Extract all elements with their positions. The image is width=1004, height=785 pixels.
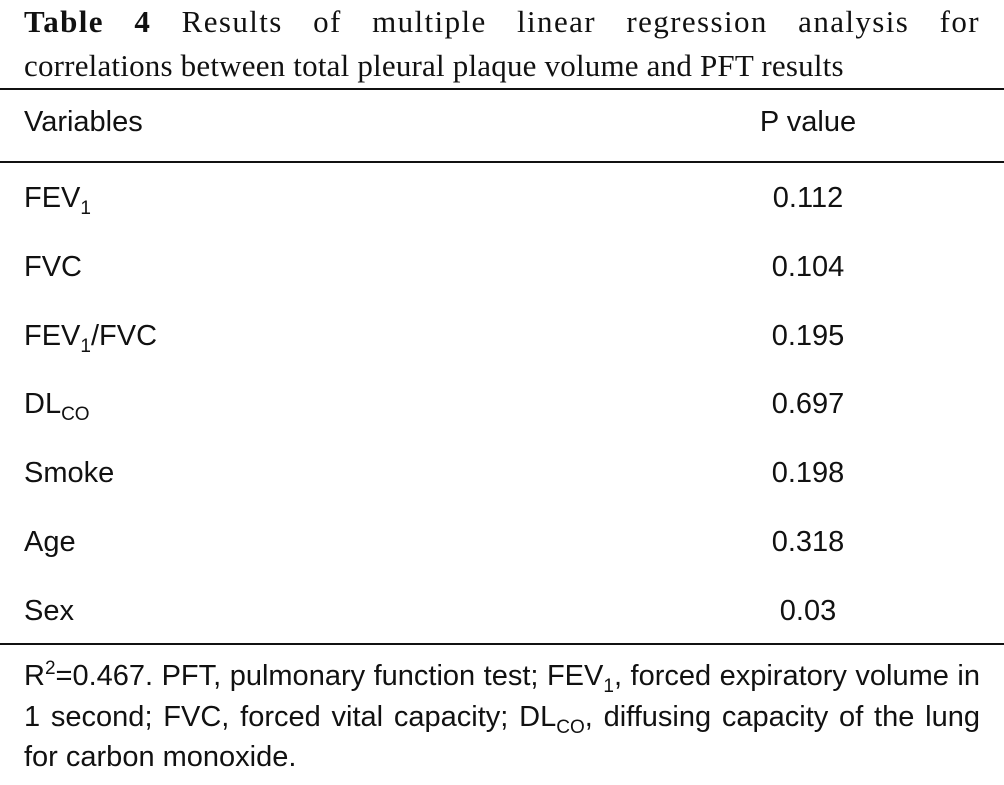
- footnote-part-1: =0.467. PFT, pulmonary function test; FE…: [55, 660, 604, 692]
- footnote-dlco-subscript: CO: [556, 716, 585, 738]
- table-row-variable: Smoke: [24, 456, 114, 490]
- footnote-part-2: , forced expiratory volume in 1 second; …: [24, 660, 980, 733]
- table-row-variable: FEV1: [24, 181, 91, 218]
- table-row-variable: FVC: [24, 250, 82, 284]
- table-row-variable: Age: [24, 525, 76, 559]
- table-row-p-value: 0.112: [772, 182, 844, 214]
- table-row-p-value: 0.318: [771, 526, 845, 558]
- table-row-variable: FEV1/FVC: [24, 319, 158, 356]
- table-row-variable: DLCO: [24, 387, 90, 424]
- caption-line-1: Table 4 Results of multiple linear regre…: [24, 0, 980, 44]
- table-caption: Table 4 Results of multiple linear regre…: [24, 0, 980, 88]
- variable-subscript: CO: [61, 404, 90, 425]
- header-variables: Variables: [24, 106, 143, 138]
- top-rule: [0, 88, 1004, 90]
- variable-name: Smoke: [24, 457, 115, 489]
- bottom-rule: [0, 643, 1004, 645]
- table-label: Table 4: [24, 4, 152, 39]
- caption-line-2: correlations between total pleural plaqu…: [24, 48, 844, 83]
- variable-subscript: 1: [80, 198, 91, 219]
- table-footnote: R2=0.467. PFT, pulmonary function test; …: [24, 656, 980, 778]
- table-row-p-value: 0.03: [779, 595, 837, 627]
- variable-subscript: 1: [80, 336, 91, 357]
- variable-name: Age: [24, 526, 76, 558]
- variable-name: DL: [24, 388, 62, 420]
- variable-name: FEV: [24, 182, 81, 214]
- footnote-r-superscript: 2: [44, 658, 56, 679]
- caption-title-start: Results of multiple linear regression an…: [181, 4, 980, 39]
- variable-name: Sex: [24, 595, 74, 627]
- table-row-p-value: 0.697: [771, 388, 845, 420]
- variable-name: FVC: [24, 251, 82, 283]
- table-row-p-value: 0.195: [771, 320, 845, 352]
- footnote-r: R: [24, 660, 45, 692]
- variable-name: FEV: [24, 320, 81, 352]
- variable-name-suffix: /FVC: [90, 320, 158, 352]
- table-row-variable: Sex: [24, 594, 74, 628]
- footnote-part-3: , diffusing capacity of the lung for car…: [24, 700, 980, 774]
- footnote-fev-subscript: 1: [603, 676, 614, 697]
- table-row-p-value: 0.198: [771, 457, 845, 489]
- header-rule: [0, 161, 1004, 163]
- header-p-value: P value: [759, 106, 857, 138]
- table-row-p-value: 0.104: [771, 251, 845, 283]
